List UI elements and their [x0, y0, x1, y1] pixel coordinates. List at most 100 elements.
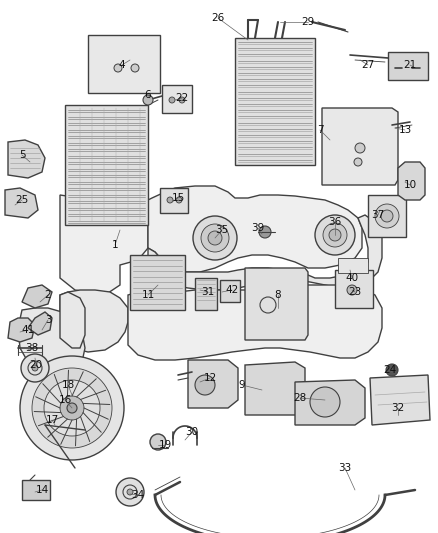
Circle shape [116, 478, 144, 506]
Circle shape [315, 215, 355, 255]
Bar [338, 258, 368, 273]
Text: 4: 4 [119, 60, 125, 70]
Circle shape [310, 387, 340, 417]
Circle shape [354, 158, 362, 166]
Circle shape [375, 204, 399, 228]
Polygon shape [148, 186, 362, 272]
Bar [195, 278, 217, 310]
Polygon shape [322, 108, 398, 185]
Text: 32: 32 [392, 403, 405, 413]
Bar [388, 52, 428, 80]
Polygon shape [22, 285, 52, 308]
Text: 11: 11 [141, 290, 155, 300]
Text: 24: 24 [383, 365, 397, 375]
Text: 25: 25 [15, 195, 28, 205]
Text: 17: 17 [46, 415, 59, 425]
Text: 36: 36 [328, 217, 342, 227]
Text: 22: 22 [175, 93, 189, 103]
Text: 15: 15 [171, 193, 185, 203]
Text: 5: 5 [19, 150, 25, 160]
Text: 26: 26 [212, 13, 225, 23]
Text: 19: 19 [159, 440, 172, 450]
Circle shape [193, 216, 237, 260]
Circle shape [381, 210, 393, 222]
Text: 31: 31 [201, 287, 215, 297]
Polygon shape [28, 312, 52, 335]
Text: 1: 1 [112, 240, 118, 250]
Polygon shape [370, 375, 430, 425]
Circle shape [131, 64, 139, 72]
Text: 9: 9 [239, 380, 245, 390]
Polygon shape [18, 308, 85, 375]
Bar [22, 480, 50, 500]
Circle shape [21, 354, 49, 382]
Text: 14: 14 [35, 485, 49, 495]
Circle shape [355, 143, 365, 153]
Circle shape [44, 380, 100, 436]
Bar [38, 418, 53, 428]
Circle shape [201, 224, 229, 252]
Polygon shape [5, 188, 38, 218]
Circle shape [329, 229, 341, 241]
Text: 28: 28 [293, 393, 307, 403]
Circle shape [143, 95, 153, 105]
Text: 37: 37 [371, 210, 385, 220]
Circle shape [114, 64, 122, 72]
Circle shape [323, 223, 347, 247]
Text: 6: 6 [145, 90, 151, 100]
Circle shape [32, 365, 38, 371]
Circle shape [386, 364, 398, 376]
Text: 29: 29 [301, 17, 314, 27]
Circle shape [150, 434, 166, 450]
Text: 18: 18 [61, 380, 74, 390]
Circle shape [179, 97, 185, 103]
Bar [220, 280, 240, 302]
Text: 23: 23 [348, 287, 362, 297]
Circle shape [60, 396, 84, 420]
Circle shape [127, 489, 133, 495]
Circle shape [32, 368, 112, 448]
Text: 16: 16 [58, 395, 72, 405]
Bar [335, 270, 373, 308]
Text: 3: 3 [45, 315, 51, 325]
Bar [160, 188, 188, 213]
Circle shape [169, 97, 175, 103]
Text: 13: 13 [399, 125, 412, 135]
Circle shape [347, 285, 357, 295]
Text: 27: 27 [361, 60, 374, 70]
Polygon shape [295, 380, 365, 425]
Text: 33: 33 [339, 463, 352, 473]
Polygon shape [398, 162, 425, 200]
Text: 42: 42 [226, 285, 239, 295]
Circle shape [195, 375, 215, 395]
Bar [162, 85, 192, 113]
Text: 34: 34 [131, 490, 145, 500]
Polygon shape [60, 290, 128, 352]
Circle shape [208, 231, 222, 245]
Text: 39: 39 [251, 223, 265, 233]
Text: 35: 35 [215, 225, 229, 235]
Circle shape [67, 403, 77, 413]
Text: 41: 41 [21, 325, 35, 335]
Polygon shape [235, 38, 315, 165]
Polygon shape [65, 105, 148, 225]
Polygon shape [245, 362, 305, 415]
Circle shape [20, 356, 124, 460]
Text: 40: 40 [346, 273, 359, 283]
Text: 20: 20 [29, 360, 42, 370]
Text: 12: 12 [203, 373, 217, 383]
Polygon shape [8, 318, 35, 342]
Polygon shape [245, 268, 308, 340]
Text: 7: 7 [317, 125, 323, 135]
Text: 30: 30 [185, 427, 198, 437]
Text: 8: 8 [275, 290, 281, 300]
Text: 38: 38 [25, 343, 39, 353]
Polygon shape [128, 285, 382, 360]
Polygon shape [130, 255, 185, 310]
Circle shape [176, 197, 182, 203]
Polygon shape [8, 140, 45, 178]
Bar [88, 35, 160, 93]
Circle shape [259, 226, 271, 238]
Circle shape [167, 197, 173, 203]
Text: 10: 10 [403, 180, 417, 190]
